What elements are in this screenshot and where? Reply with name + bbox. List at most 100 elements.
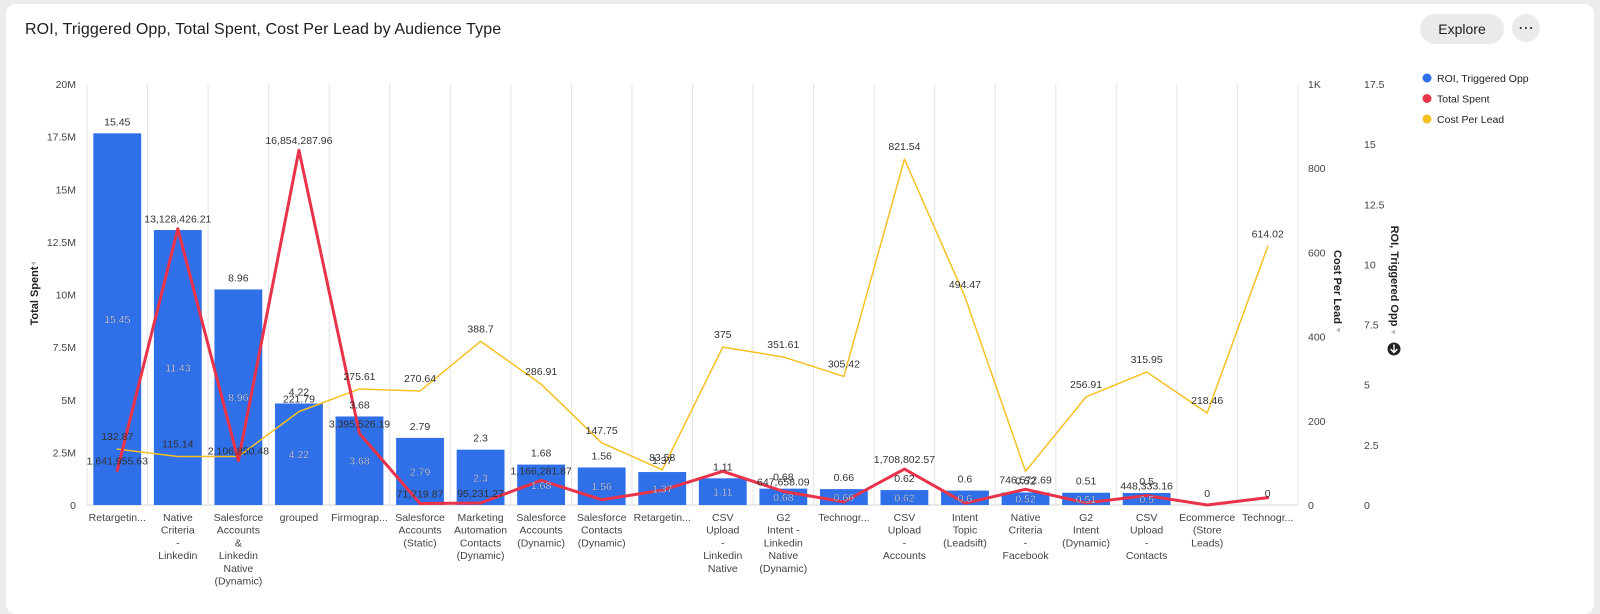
x-axis-label: grouped [280,512,319,524]
cpl-label: 494.47 [949,279,981,291]
roi-inside-label: 0.52 [1015,494,1036,506]
x-axis-label-line: CSV [712,512,734,524]
cpl-label: 305.42 [828,358,860,370]
roi-top-label: 0.6 [958,474,973,486]
roi-top-label: 0.52 [1015,475,1036,487]
spent-label: 746,572.69 [999,474,1052,486]
roi-top-label: 0.68 [773,472,794,484]
more-options-button[interactable]: ⋯ [1512,14,1540,42]
bar [93,133,142,505]
roi-top-label: 0.5 [1139,476,1154,488]
roi-inside-label: 1.37 [652,484,673,496]
x-axis-label-line: - [176,537,180,549]
explore-button[interactable]: Explore [1420,14,1504,44]
roi-top-label: 1.56 [591,450,612,462]
x-axis-label-line: CSV [894,512,916,524]
x-axis-label-line: grouped [280,512,319,524]
x-axis-label-line: Retargetin... [89,512,146,524]
x-axis-label: G2 Intent -Linkedin Native (Dynamic) [759,512,807,575]
cpl-label: 388.7 [467,323,493,335]
spent-axis-tick: 7.5M [53,342,76,354]
roi-inside-label: 0.66 [834,492,855,504]
x-axis-label-line: Native [708,563,738,575]
roi-inside-label: 11.43 [165,363,191,375]
cpl-axis-title: Cost Per Lead [1331,250,1343,324]
legend-swatch [1422,94,1432,103]
bar [1001,492,1050,505]
roi-axis-tick: 10 [1364,259,1376,271]
x-axis-label-line: Retargetin... [634,512,691,524]
x-axis-label-line: (Store [1193,525,1222,537]
x-axis-label: Salesforce Accounts (Static) [395,512,445,549]
x-axis-label-line: Native [768,550,798,562]
x-axis-label: Salesforce Accounts & Linkedin Native (Dynami… [214,512,264,588]
cpl-label: 270.64 [404,373,436,385]
sort-caret-icon [1391,329,1395,335]
x-axis-label-line: (Leadsift) [943,537,987,549]
cpl-axis-tick: 0 [1308,500,1314,512]
x-axis-label-line: (Dynamic) [517,537,565,549]
roi-inside-label: 0.51 [1076,494,1097,506]
spent-axis-tick: 17.5M [47,132,76,144]
roi-axis-tick: 0 [1364,500,1370,512]
cpl-label: 315.95 [1131,354,1163,366]
cpl-label: 256.91 [1070,379,1102,391]
cpl-label: 375 [714,329,732,341]
roi-inside-label: 1.56 [591,481,612,493]
x-axis-label-line: Salesforce [516,512,566,524]
roi-inside-label: 2.79 [410,466,431,478]
x-axis-label: Native Criteria -Facebook [1002,512,1049,562]
spent-label: 1,641,955.63 [87,455,148,467]
x-axis-label-line: Salesforce [395,512,445,524]
cpl-axis-tick: 1K [1308,79,1321,91]
x-axis-label-line: Leads) [1191,537,1223,549]
roi-top-label: 15.45 [104,116,130,128]
chart-title: ROI, Triggered Opp, Total Spent, Cost Pe… [25,21,502,38]
cost-per-lead-line [116,158,1269,473]
x-axis-label-line: Accounts [883,550,926,562]
roi-top-label: 0.62 [894,473,915,485]
legend-label: Total Spent [1437,94,1490,106]
roi-inside-label: 15.45 [104,314,130,326]
spent-axis-tick: 2.5M [53,447,76,459]
x-axis-label-line: - [1024,537,1028,549]
x-axis-label-line: Native [1011,512,1041,524]
spent-label: 1,166,281.87 [510,465,571,477]
roi-inside-label: 3.68 [349,456,370,468]
cpl-label: 821.54 [888,141,920,153]
x-axis-label: Retargetin... [634,512,691,524]
roi-top-label: 0 [1204,488,1210,500]
roi-inside-label: 4.22 [289,449,310,461]
x-axis-label-line: (Dynamic) [759,563,807,575]
x-axis-label-line: Upload [888,525,921,537]
x-axis-label: Native Criteria -Linkedin [158,512,197,562]
x-axis-label-line: Linkedin [764,537,803,549]
spent-label: 71,719.87 [397,488,444,500]
cpl-label: 132.87 [101,431,133,443]
cpl-axis-tick: 200 [1308,416,1326,428]
x-axis-label-line: Accounts [398,525,441,537]
roi-axis-tick: 12.5 [1364,199,1385,211]
x-axis-label: Technogr... [818,512,869,524]
x-axis-label-line: Upload [706,525,739,537]
more-horizontal-icon: ⋯ [1518,18,1534,37]
roi-top-label: 3.68 [349,399,370,411]
roi-top-label: 4.22 [289,386,310,398]
roi-top-label: 1.11 [713,461,733,473]
roi-inside-label: 0.5 [1139,494,1154,506]
x-axis-label: Intent Topic (Leadsift) [943,512,987,549]
cpl-axis-tick: 800 [1308,163,1326,175]
bar [153,230,202,505]
bar [638,472,687,505]
cpl-label: 275.61 [343,371,375,383]
x-axis-label-line: Technogr... [818,512,869,524]
x-axis-label-line: Topic [953,525,978,537]
x-axis-label-line: Salesforce [577,512,627,524]
roi-top-label: 1.68 [531,448,552,460]
x-axis-label-line: Contacts [581,525,622,537]
roi-inside-label: 0.68 [773,492,794,504]
spent-axis-tick: 15M [56,184,76,196]
spent-axis-tick: 20M [56,79,76,91]
roi-top-label: 0 [1265,488,1271,500]
x-axis-label-line: Technogr... [1242,512,1293,524]
